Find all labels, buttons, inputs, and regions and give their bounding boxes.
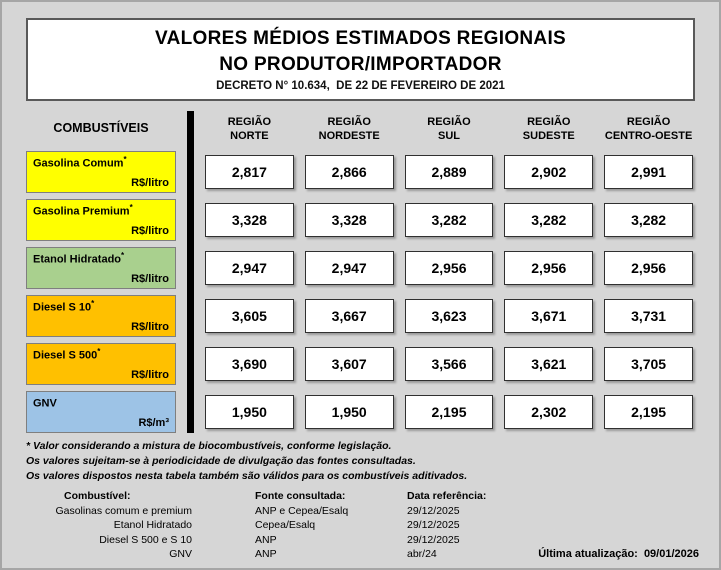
value-cell: 2,866 (304, 155, 394, 189)
value-cell: 2,902 (504, 155, 594, 189)
regional-price-table: COMBUSTÍVEIS REGIÃO NORTE REGIÃO NORDEST… (26, 111, 693, 433)
fuel-label-etanol-hidratado: Etanol Hidratado* R$/litro (26, 247, 176, 289)
column-header-region-sul: REGIÃO SUL (427, 116, 471, 142)
fuel-name: Etanol Hidratado* (33, 251, 125, 266)
page-title-line2: NO PRODUTOR/IMPORTADOR (219, 54, 502, 75)
fuel-unit: R$/litro (131, 321, 169, 333)
column-header-region-norte: REGIÃO NORTE (227, 116, 272, 142)
value-cell: 2,817 (205, 155, 294, 189)
title-box: VALORES MÉDIOS ESTIMADOS REGIONAIS NO PR… (26, 18, 695, 101)
column-header-region-centro-oeste: REGIÃO CENTRO-OESTE (604, 116, 693, 142)
value-cell: 2,889 (404, 155, 494, 189)
sources-date-column: Data referência: 29/12/2025 29/12/2025 2… (407, 489, 527, 562)
fuel-label-diesel-s500: Diesel S 500* R$/litro (26, 343, 176, 385)
value-cell: 3,282 (604, 203, 693, 237)
source-row-date: 29/12/2025 (407, 519, 460, 531)
source-row-date: 29/12/2025 (407, 533, 460, 546)
value-cell: 3,607 (304, 347, 394, 381)
column-header-region-sudeste: REGIÃO SUDESTE (522, 116, 575, 142)
fuel-unit: R$/litro (131, 177, 169, 189)
value-cell: 3,566 (404, 347, 494, 381)
source-row-fuel: Etanol Hidratado (113, 519, 192, 531)
value-cell: 2,956 (504, 251, 594, 285)
fuel-label-diesel-s10: Diesel S 10* R$/litro (26, 295, 176, 337)
column-header-region-nordeste: REGIÃO NORDESTE (318, 116, 380, 142)
footnote-periodicity: Os valores sujeitam-se à periodicidade d… (26, 455, 416, 467)
fuel-label-gnv: GNV R$/m³ (26, 391, 176, 433)
fuel-label-gasolina-premium: Gasolina Premium* R$/litro (26, 199, 176, 241)
fuel-unit: R$/litro (131, 273, 169, 285)
value-cell: 3,605 (205, 299, 294, 333)
value-cell: 3,328 (304, 203, 394, 237)
value-cell: 2,302 (504, 395, 594, 429)
value-cell: 3,621 (504, 347, 594, 381)
source-row-fuel: GNV (169, 548, 192, 560)
fuel-unit: R$/litro (131, 369, 169, 381)
value-cell: 3,671 (504, 299, 594, 333)
value-cell: 2,956 (604, 251, 693, 285)
fuel-name: Gasolina Premium* (33, 203, 133, 218)
value-cell: 2,947 (304, 251, 394, 285)
footnote-biofuel-mix: * Valor considerando a mistura de biocom… (26, 440, 392, 452)
fuel-unit: R$/litro (131, 225, 169, 237)
value-cell: 3,731 (604, 299, 693, 333)
fuel-name: Diesel S 10* (33, 299, 95, 314)
value-cell: 2,991 (604, 155, 693, 189)
source-row-source: ANP e Cepea/Esalq (255, 504, 349, 517)
sources-header-date: Data referência: (407, 490, 487, 502)
sources-fuel-column: Combustível: Gasolinas comum e premium E… (26, 489, 192, 562)
column-header-fuels: COMBUSTÍVEIS (53, 121, 149, 135)
source-row-date: abr/24 (407, 548, 437, 560)
sources-header-source: Fonte consultada: (255, 490, 346, 502)
value-cell: 2,195 (604, 395, 693, 429)
sources-source-column: Fonte consultada: ANP e Cepea/Esalq Cepe… (255, 489, 407, 562)
fuel-unit: R$/m³ (138, 417, 169, 429)
value-cell: 3,667 (304, 299, 394, 333)
footnotes: * Valor considerando a mistura de biocom… (26, 439, 695, 484)
value-cell: 2,947 (205, 251, 294, 285)
source-row-date: 29/12/2025 (407, 504, 460, 517)
value-cell: 3,690 (205, 347, 294, 381)
footnote-additives: Os valores dispostos nesta tabela também… (26, 470, 468, 482)
fuel-name: Diesel S 500* (33, 347, 101, 362)
sources-header-fuel: Combustível: (64, 490, 131, 502)
value-cell: 3,282 (404, 203, 494, 237)
value-cell: 3,282 (504, 203, 594, 237)
value-cell: 2,956 (404, 251, 494, 285)
vertical-divider-bar (187, 111, 194, 433)
page-title-line1: VALORES MÉDIOS ESTIMADOS REGIONAIS (155, 28, 566, 49)
value-cell: 2,195 (404, 395, 494, 429)
last-update-label: Última atualização: 09/01/2026 (538, 548, 699, 560)
source-row-source: ANP (255, 533, 277, 546)
value-cell: 3,328 (205, 203, 294, 237)
fuel-name: GNV (33, 397, 57, 410)
source-row-fuel: Gasolinas comum e premium (55, 504, 192, 517)
value-cell: 1,950 (304, 395, 394, 429)
source-row-source: Cepea/Esalq (255, 519, 316, 531)
value-cell: 3,705 (604, 347, 693, 381)
source-row-fuel: Diesel S 500 e S 10 (99, 533, 192, 546)
value-cell: 3,623 (404, 299, 494, 333)
source-row-source: ANP (255, 548, 277, 560)
decree-subtitle: DECRETO N° 10.634, DE 22 DE FEVEREIRO DE… (216, 80, 505, 92)
fuel-label-gasolina-comum: Gasolina Comum* R$/litro (26, 151, 176, 193)
fuel-name: Gasolina Comum* (33, 155, 127, 170)
sources-table: Combustível: Gasolinas comum e premium E… (26, 489, 719, 562)
value-cell: 1,950 (205, 395, 294, 429)
